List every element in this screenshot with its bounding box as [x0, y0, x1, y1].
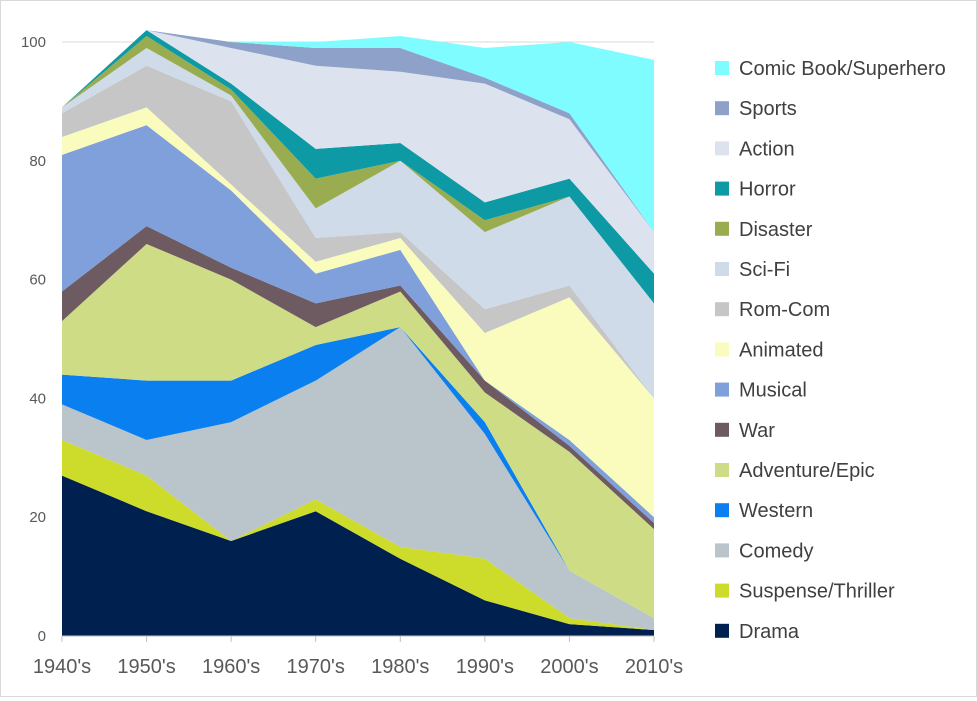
legend-label-western: Western: [739, 500, 813, 522]
legend-label-comedy: Comedy: [739, 540, 813, 562]
legend-swatch-comic-book-superhero: [715, 61, 729, 75]
legend-swatch-animated: [715, 342, 729, 357]
legend-label-comic-book-superhero: Comic Book/Superhero: [739, 58, 946, 80]
area-action: [62, 30, 654, 274]
area-western: [62, 327, 654, 619]
y-tick-label: 100: [21, 34, 46, 51]
legend-swatch-sci-fi: [715, 262, 729, 276]
legend-label-suspense-thriller: Suspense/Thriller: [739, 581, 895, 603]
area-animated: [62, 107, 654, 518]
x-tick-label: 1990's: [456, 656, 514, 678]
x-axis-ticks: 1940's 1950's 1960's 1970's 1980's 1990's 2000…: [33, 656, 683, 678]
legend-label-musical: Musical: [739, 380, 807, 402]
legend-swatch-drama: [715, 623, 729, 638]
legend: Comic Book/Superhero Sports Action Horror Di…: [715, 58, 946, 643]
area-drama: [62, 475, 654, 636]
x-tick-label: 1950's: [117, 656, 175, 678]
legend-label-rom-com: Rom-Com: [739, 299, 830, 321]
y-tick-label: 40: [29, 390, 46, 407]
x-tick-label: 1940's: [33, 656, 91, 678]
x-tick-label: 1980's: [371, 656, 429, 678]
y-tick-label: 0: [38, 628, 46, 645]
legend-swatch-suspense-thriller: [715, 583, 729, 598]
y-tick-label: 80: [29, 153, 46, 170]
legend-swatch-rom-com: [715, 302, 729, 317]
legend-label-disaster: Disaster: [739, 219, 813, 241]
legend-label-war: War: [739, 420, 775, 442]
legend-swatch-war: [715, 422, 729, 437]
legend-label-adventure-epic: Adventure/Epic: [739, 460, 875, 482]
x-tick-label: 2010's: [625, 656, 683, 678]
x-tick-label: 1970's: [287, 656, 345, 678]
area-rom-com: [62, 65, 654, 399]
y-tick-label: 20: [29, 509, 46, 526]
area-disaster: [62, 36, 654, 304]
legend-swatch-horror: [715, 181, 729, 196]
x-tick-label: 2000's: [540, 656, 598, 678]
legend-swatch-action: [715, 141, 729, 156]
axes: [61, 635, 655, 642]
legend-swatch-sports: [715, 101, 729, 116]
area-musical: [62, 125, 654, 524]
area-adventure-epic: [62, 243, 654, 619]
y-axis-ticks: 0 20 40 60 80 100: [21, 34, 46, 645]
legend-swatch-adventure-epic: [715, 463, 729, 477]
area-sci-fi: [62, 47, 654, 399]
legend-label-drama: Drama: [739, 621, 800, 643]
legend-label-sports: Sports: [739, 98, 797, 120]
legend-label-action: Action: [739, 138, 795, 160]
legend-swatch-western: [715, 503, 729, 518]
area-comic-book-superhero: [62, 30, 654, 233]
legend-label-horror: Horror: [739, 179, 796, 201]
series-areas: [62, 30, 654, 636]
legend-label-sci-fi: Sci-Fi: [739, 259, 790, 281]
legend-swatch-disaster: [715, 221, 729, 236]
area-war: [62, 226, 654, 530]
area-horror: [62, 30, 654, 304]
area-comedy: [62, 327, 654, 631]
legend-label-animated: Animated: [739, 339, 824, 361]
y-tick-label: 60: [29, 272, 46, 289]
legend-swatch-comedy: [715, 543, 729, 558]
legend-swatch-musical: [715, 382, 729, 397]
area-suspense-thriller: [62, 439, 654, 631]
x-tick-label: 1960's: [202, 656, 260, 678]
